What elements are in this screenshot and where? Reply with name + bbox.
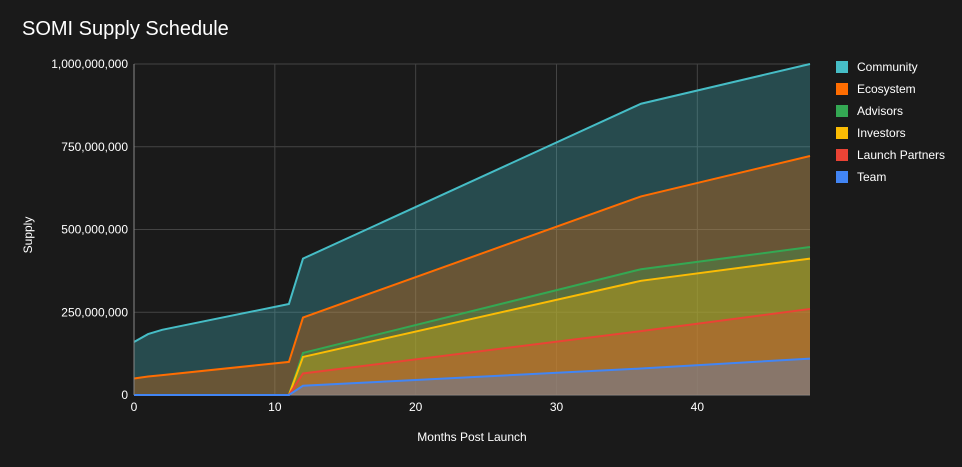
line-ecosystem xyxy=(133,155,811,380)
line-team xyxy=(134,357,811,396)
legend: Community Ecosystem Advisors Investors Launc… xyxy=(836,56,945,188)
legend-label: Ecosystem xyxy=(857,82,916,96)
x-tick-label: 0 xyxy=(131,400,138,414)
legend-item-advisors[interactable]: Advisors xyxy=(836,100,945,122)
y-tick-label: 1,000,000,000 xyxy=(51,57,128,71)
chart-title: SOMI Supply Schedule xyxy=(22,18,229,40)
y-tick-label: 500,000,000 xyxy=(61,223,128,237)
y-tick-label: 250,000,000 xyxy=(61,305,128,319)
legend-label: Community xyxy=(857,60,918,74)
legend-swatch xyxy=(836,105,848,117)
legend-label: Advisors xyxy=(857,104,904,118)
x-tick-label: 30 xyxy=(550,400,564,414)
line-community xyxy=(133,63,811,343)
y-tick-label: 750,000,000 xyxy=(61,140,128,154)
legend-label: Team xyxy=(857,170,887,184)
legend-label: Launch Partners xyxy=(857,148,946,162)
legend-swatch xyxy=(836,127,848,139)
area-investors xyxy=(134,258,810,395)
legend-swatch xyxy=(836,83,848,95)
legend-label: Investors xyxy=(857,126,906,140)
legend-swatch xyxy=(836,171,848,183)
y-tick-label: 0 xyxy=(121,388,128,402)
x-tick-label: 10 xyxy=(268,400,282,414)
legend-swatch xyxy=(836,61,848,73)
area-series xyxy=(133,63,811,396)
legend-item-team[interactable]: Team xyxy=(836,166,945,188)
x-tick-label: 20 xyxy=(409,400,423,414)
legend-item-ecosystem[interactable]: Ecosystem xyxy=(836,78,945,100)
legend-item-investors[interactable]: Investors xyxy=(836,122,945,144)
area-ecosystem xyxy=(134,156,810,395)
x-axis-title: Months Post Launch xyxy=(417,430,526,444)
legend-item-community[interactable]: Community xyxy=(836,56,945,78)
legend-swatch xyxy=(836,149,848,161)
area-community xyxy=(134,64,810,395)
axes: 0 10 20 30 40 0 250,000,000 500,000,000 750,000,… xyxy=(51,57,704,414)
x-tick-label: 40 xyxy=(691,400,705,414)
legend-item-launch-partners[interactable]: Launch Partners xyxy=(836,144,945,166)
y-axis-title: Supply xyxy=(21,217,35,254)
